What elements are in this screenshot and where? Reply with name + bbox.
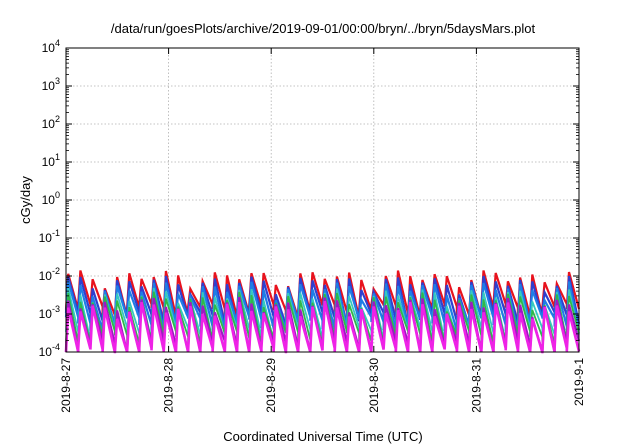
x-tick-label: 2019-8-28 [162,358,176,413]
y-tick-label: 100 [42,190,60,207]
y-tick-label: 10-2 [39,266,60,283]
y-tick-label: 103 [42,76,60,93]
x-tick-label: 2019-8-29 [264,358,278,413]
series-line [64,300,581,354]
x-tick-label: 2019-8-31 [469,358,483,413]
x-axis-label: Coordinated Universal Time (UTC) [223,429,422,444]
grid [66,48,579,352]
x-tick-label: 2019-9-1 [572,358,586,406]
y-tick-label: 10-1 [39,228,60,245]
series-layer [64,270,581,354]
y-tick-label: 101 [42,152,60,169]
x-tick-label: 2019-8-30 [367,358,381,413]
y-tick-label: 10-3 [39,304,60,321]
y-axis: 10-4 10-3 10-2 10-1 100 101 102 103 104 [39,38,579,359]
chart-title: /data/run/goesPlots/archive/2019-09-01/0… [111,21,536,36]
x-tick-label: 2019-8-27 [59,358,73,413]
y-tick-label: 10-4 [39,342,60,359]
x-axis: 2019-8-27 2019-8-28 2019-8-29 2019-8-30 2019… [59,48,586,413]
y-axis-label: cGy/day [18,176,33,224]
y-tick-label: 102 [42,114,60,131]
y-tick-label: 104 [42,38,60,55]
